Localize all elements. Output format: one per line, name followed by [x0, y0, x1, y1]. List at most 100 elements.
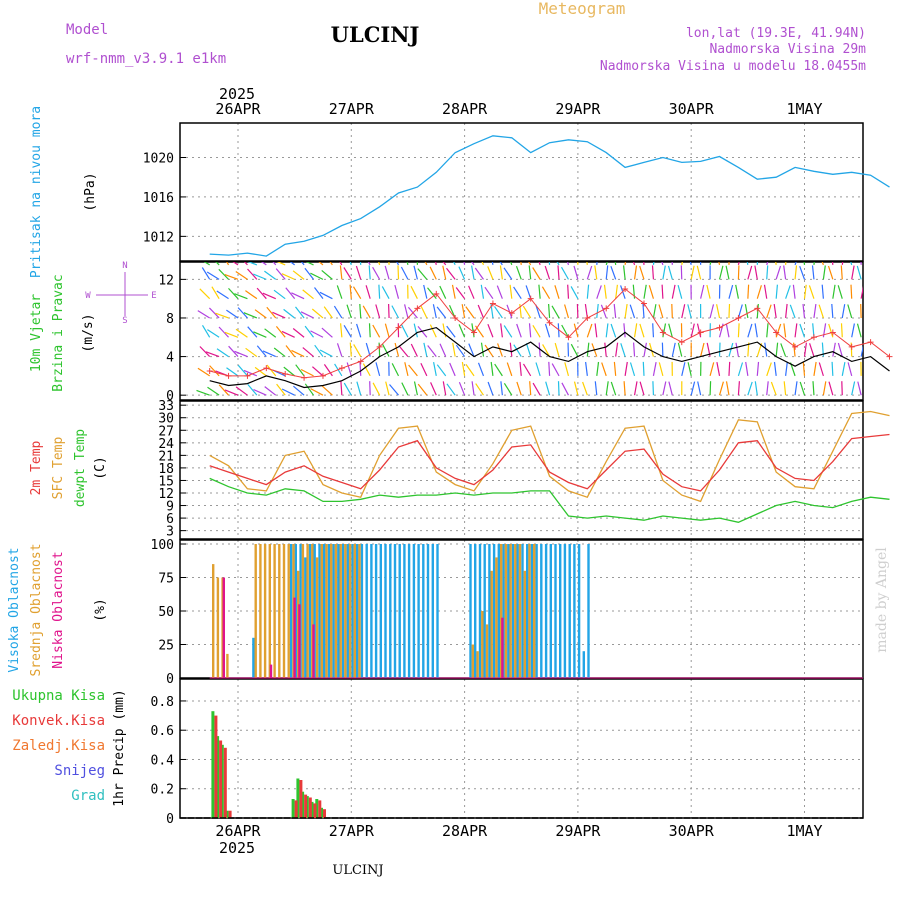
gust-marker — [603, 305, 610, 312]
cloud-bar — [252, 637, 255, 678]
wind-arrow — [697, 381, 702, 396]
wind-arrow — [718, 265, 724, 280]
wind-arrow — [291, 349, 305, 358]
wind-arrow — [519, 361, 522, 376]
wind-arrow — [818, 304, 824, 319]
precip-legend-graupel: Grad — [71, 788, 105, 804]
cloud-bar — [306, 544, 309, 678]
cloud-bar — [337, 544, 340, 678]
wind-arrow — [448, 304, 456, 319]
wind-arrow — [860, 345, 863, 357]
wind-arrow — [276, 383, 286, 396]
precip-bar — [301, 791, 305, 818]
wind-arrow — [623, 323, 626, 338]
wind-arrow — [218, 384, 230, 396]
wind-arrow — [461, 304, 466, 319]
cloud-bar — [549, 544, 552, 678]
wind-arrow — [281, 273, 295, 280]
wind-arrow — [880, 382, 883, 396]
wind-arrow — [783, 323, 787, 338]
cloud-bar — [544, 544, 548, 678]
wind-arrow — [586, 265, 593, 280]
wind-arrow — [780, 343, 787, 357]
wind-arrow — [355, 265, 362, 280]
wind-arrow — [605, 265, 609, 280]
cloud-bar — [568, 544, 571, 678]
precip-bar — [211, 711, 215, 818]
wind-arrow — [557, 265, 560, 280]
wind-arrow — [201, 267, 211, 280]
wind-arrow — [475, 383, 484, 396]
wind-arrow — [224, 274, 239, 280]
wind-arrow — [652, 304, 657, 319]
wind-arrow — [775, 323, 782, 338]
wind-arrow — [566, 262, 570, 266]
wind-arrow — [201, 324, 211, 338]
cloud-label-low: Niska Oblacnost — [51, 551, 66, 668]
wind-arrow — [737, 323, 740, 338]
wind-arrow — [500, 381, 503, 396]
gust-marker — [527, 295, 534, 302]
wind-arrow — [436, 364, 447, 377]
cloud-bar — [379, 544, 382, 678]
wind-arrow — [639, 381, 645, 396]
wind-arrow — [487, 381, 494, 396]
gust-marker — [301, 374, 308, 381]
wind-arrow — [434, 262, 437, 266]
wind-arrow — [789, 304, 796, 319]
wind-arrow — [427, 287, 437, 300]
wind-arrow — [439, 285, 447, 299]
wind-arrow — [283, 308, 296, 319]
wind-arrow — [529, 381, 532, 396]
compass-east: E — [151, 291, 156, 301]
wind-arrow — [247, 384, 258, 396]
precip-bar — [220, 744, 224, 818]
wind-arrow — [499, 262, 503, 266]
wind-arrow — [458, 324, 466, 338]
wind-arrow — [413, 381, 418, 396]
wind-arrow — [737, 304, 743, 319]
wind-arrow — [417, 383, 428, 396]
wind-arrow — [262, 350, 277, 358]
precip-bar — [310, 801, 314, 818]
tick-label: 21 — [158, 449, 174, 464]
wind-arrow — [605, 381, 609, 396]
cloud-bar — [389, 544, 392, 678]
wind-arrow — [576, 303, 579, 318]
cloud-bar — [526, 544, 529, 678]
wind-arrow — [832, 342, 836, 357]
wind-arrow — [658, 304, 664, 319]
pressure-unit: (hPa) — [83, 172, 98, 211]
cloud-bar — [497, 544, 500, 678]
wind-arrow — [718, 262, 721, 266]
cloud-bar — [471, 644, 474, 678]
wind-arrow — [397, 265, 400, 280]
wind-arrow — [513, 286, 522, 299]
wind-arrow — [254, 366, 267, 377]
wind-arrow — [613, 303, 617, 319]
wind-arrow — [573, 381, 579, 396]
cloud-bar — [478, 544, 482, 678]
wind-arrow — [614, 262, 617, 265]
cloud-bar — [353, 544, 356, 678]
wind-arrow — [207, 329, 220, 338]
wind-arrow — [449, 362, 456, 377]
cloud-bar — [356, 544, 359, 678]
wind-arrow — [391, 363, 400, 377]
wind-arrow — [515, 265, 522, 280]
cloud-bar — [358, 544, 361, 678]
wind-arrow — [497, 343, 503, 357]
tick-label: 100 — [151, 538, 174, 553]
wind-arrow — [226, 367, 239, 377]
day-label-bottom: 30APR — [669, 822, 715, 840]
wind-arrow — [629, 362, 636, 377]
wind-arrow — [207, 386, 220, 396]
wind-arrow — [226, 309, 239, 319]
precip-legend-snow: Snijeg — [54, 763, 105, 779]
wind-arrow — [548, 303, 551, 319]
wind-arrow — [633, 265, 638, 280]
wind-arrow — [442, 381, 447, 396]
wind-arrow — [256, 287, 267, 300]
tick-label: 15 — [158, 474, 174, 489]
wind-arrow — [281, 330, 295, 338]
